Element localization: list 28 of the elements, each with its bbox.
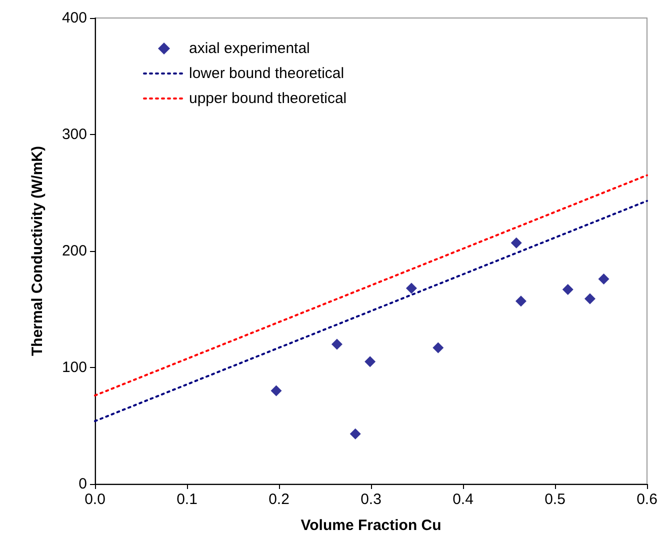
point: [584, 293, 596, 304]
x-tick-label: 0.0: [84, 491, 106, 508]
x-tick-label: 0.6: [636, 491, 658, 508]
y-axis-title: Thermal Conductivity (W/mK): [29, 146, 46, 356]
legend-label: axial experimental: [189, 40, 310, 57]
legend-label: upper bound theoretical: [189, 90, 347, 107]
y-tick-label: 200: [62, 242, 87, 260]
point: [406, 282, 417, 294]
y-tick-label: 400: [62, 10, 87, 26]
point: [515, 296, 526, 307]
point: [432, 342, 444, 354]
point: [331, 338, 342, 350]
legend-label: lower bound theoretical: [189, 65, 344, 82]
y-tick-label: 100: [62, 359, 87, 376]
x-tick-label: 0.5: [544, 491, 566, 508]
point: [598, 273, 610, 284]
x-tick-label: 0.4: [452, 491, 474, 508]
point: [510, 237, 522, 248]
y-tick-label: 0: [78, 476, 87, 492]
x-tick-label: 0.1: [176, 491, 198, 508]
x-tick-label: 0.2: [268, 491, 290, 508]
point: [562, 284, 574, 295]
x-tick-label: 0.3: [360, 491, 382, 508]
point: [364, 356, 376, 368]
y-tick-label: 300: [62, 126, 87, 143]
x-axis-title: Volume Fraction Cu: [300, 517, 442, 534]
point: [270, 385, 282, 396]
point: [350, 428, 361, 440]
